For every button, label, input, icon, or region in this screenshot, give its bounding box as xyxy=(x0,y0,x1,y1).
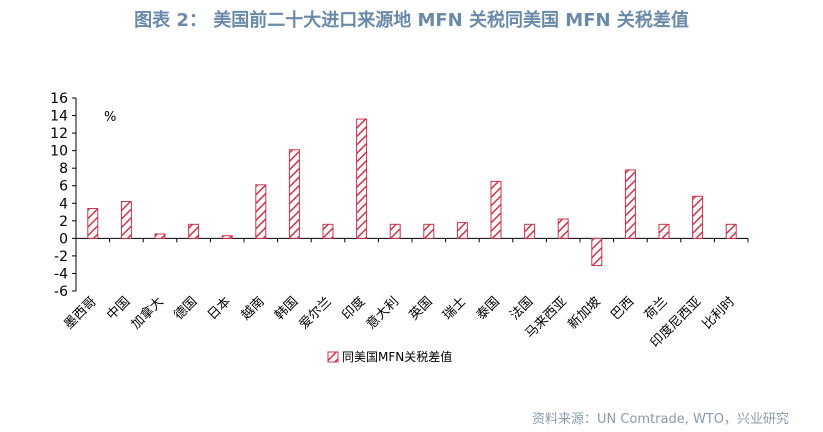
bar-13 xyxy=(524,223,536,239)
bar-19 xyxy=(725,223,737,239)
y-tick-label: 14 xyxy=(50,109,68,125)
legend: 同美国MFN关税差值 xyxy=(327,349,452,364)
x-tick-label: 日本 xyxy=(205,294,234,323)
bar-14 xyxy=(557,218,569,239)
x-tick-label: 爱尔兰 xyxy=(297,294,335,332)
y-tick-label: -6 xyxy=(54,284,68,300)
x-tick-label: 荷兰 xyxy=(642,294,671,323)
x-tick-label: 新加坡 xyxy=(565,294,604,333)
bar-2 xyxy=(154,233,166,239)
x-tick-label: 中国 xyxy=(104,294,133,323)
bar-1 xyxy=(120,201,132,239)
chart-title: 图表 2： 美国前二十大进口来源地 MFN 关税同美国 MFN 关税差值 xyxy=(134,10,689,31)
bar-5 xyxy=(255,184,267,239)
bar-11 xyxy=(456,222,468,239)
x-tick-label: 印度 xyxy=(339,294,369,324)
x-tick-label: 泰国 xyxy=(474,294,503,323)
y-tick-label: -2 xyxy=(54,249,68,265)
x-tick-label: 加拿大 xyxy=(128,294,167,333)
bar-3 xyxy=(188,223,200,239)
y-tick-label: 6 xyxy=(59,179,68,195)
y-tick-label: 8 xyxy=(59,161,68,177)
x-tick-label: 韩国 xyxy=(272,294,301,323)
y-tick-label: 0 xyxy=(59,231,68,247)
y-tick-label: 12 xyxy=(50,126,68,142)
x-tick-label: 巴西 xyxy=(608,294,637,323)
x-tick-label: 英国 xyxy=(407,294,436,323)
source-note: 资料来源：UN Comtrade, WTO，兴业研究 xyxy=(531,412,789,427)
y-tick-label: -4 xyxy=(54,266,68,282)
x-tick-label: 瑞士 xyxy=(440,294,469,323)
x-tick-label: 德国 xyxy=(171,294,200,323)
bar-9 xyxy=(389,223,401,239)
x-tick-label: 越南 xyxy=(238,294,268,324)
bar-0 xyxy=(87,208,99,239)
y-tick-label: 4 xyxy=(59,196,68,212)
legend-swatch xyxy=(327,351,339,363)
bar-12 xyxy=(490,180,502,239)
bar-18 xyxy=(692,195,704,239)
x-tick-label: 比利时 xyxy=(700,294,738,332)
y-tick-label: 10 xyxy=(50,144,68,160)
bar-15 xyxy=(591,237,603,267)
bar-16 xyxy=(624,169,636,239)
y-tick-label: 2 xyxy=(59,214,68,230)
bar-10 xyxy=(423,223,435,239)
bar-7 xyxy=(322,223,334,239)
bar-4 xyxy=(221,235,233,239)
bar-17 xyxy=(658,223,670,239)
bar-8 xyxy=(356,118,368,239)
y-tick-label: 16 xyxy=(50,91,68,107)
x-tick-label: 法国 xyxy=(507,294,536,323)
bar-6 xyxy=(288,149,300,239)
x-tick-label: 意大利 xyxy=(363,294,402,333)
y-axis-unit-label: % xyxy=(104,110,116,125)
legend-label: 同美国MFN关税差值 xyxy=(342,349,452,364)
